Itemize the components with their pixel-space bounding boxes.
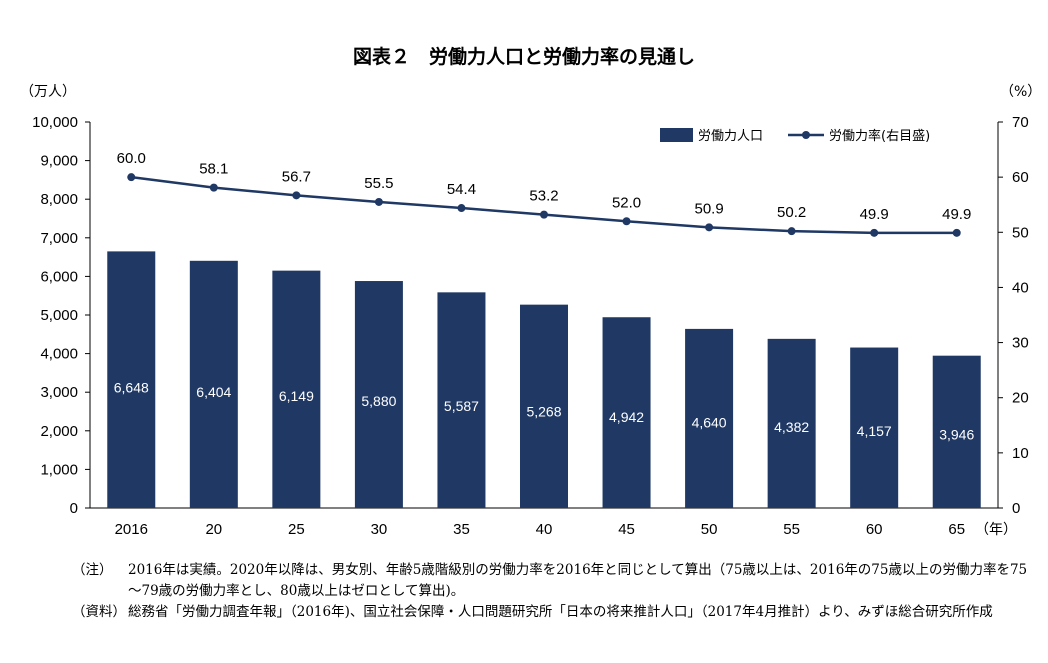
bar-value-label: 6,648 bbox=[114, 380, 149, 396]
rate-value-label: 58.1 bbox=[199, 161, 228, 178]
left-tick-label: 6,000 bbox=[40, 268, 78, 285]
left-tick-label: 1,000 bbox=[40, 461, 78, 478]
rate-point bbox=[457, 204, 466, 213]
left-tick-label: 5,000 bbox=[40, 307, 78, 324]
bar-value-label: 5,880 bbox=[361, 393, 396, 409]
rate-point bbox=[952, 228, 961, 237]
right-tick-label: 70 bbox=[1012, 114, 1029, 131]
bar-value-label: 4,942 bbox=[609, 409, 644, 425]
x-tick-label: 25 bbox=[288, 521, 305, 538]
note-row: （注） 2016年は実績。2020年以降は、男女別、年齢5歳階級別の労働力率を2… bbox=[72, 560, 1032, 602]
rate-value-label: 50.2 bbox=[777, 204, 806, 221]
rate-value-label: 60.0 bbox=[117, 150, 146, 167]
right-tick-label: 10 bbox=[1012, 445, 1029, 462]
x-axis-unit: （年） bbox=[975, 522, 1017, 538]
bar-value-label: 5,268 bbox=[526, 403, 561, 419]
x-tick-label: 55 bbox=[783, 521, 800, 538]
x-tick-label: 2016 bbox=[115, 521, 148, 538]
note-tag: （注） bbox=[72, 562, 113, 578]
bar-value-label: 4,640 bbox=[692, 414, 727, 430]
rate-point bbox=[374, 197, 383, 206]
rate-point bbox=[870, 228, 879, 237]
x-tick-label: 35 bbox=[453, 521, 470, 538]
bar-value-label: 4,157 bbox=[857, 423, 892, 439]
rate-point bbox=[622, 217, 631, 226]
source-tag: （資料） bbox=[72, 604, 126, 620]
rate-point bbox=[292, 191, 301, 200]
right-tick-label: 20 bbox=[1012, 390, 1029, 407]
x-tick-label: 45 bbox=[618, 521, 635, 538]
source-row: （資料） 総務省「労働力調査年報」（2016年)、国立社会保障・人口問題研究所「… bbox=[72, 602, 1032, 623]
bar bbox=[932, 355, 981, 508]
chart: 図表２ 労働力人口と労働力率の見通し （万人） （%） 0 1,000 2,000 3… bbox=[20, 45, 1041, 538]
x-tick-label: 60 bbox=[866, 521, 883, 538]
source-text: 総務省「労働力調査年報」（2016年)、国立社会保障・人口問題研究所「日本の将来… bbox=[128, 604, 993, 620]
bar bbox=[767, 338, 816, 508]
bar-value-label: 6,404 bbox=[196, 384, 231, 400]
right-tick-label: 60 bbox=[1012, 169, 1029, 186]
rate-point bbox=[209, 183, 218, 192]
bar bbox=[272, 270, 321, 508]
left-tick-label: 9,000 bbox=[40, 153, 78, 170]
rate-line bbox=[131, 175, 957, 235]
left-axis-unit: （万人） bbox=[20, 84, 76, 100]
rate-point bbox=[540, 210, 548, 219]
bar-value-label: 6,149 bbox=[279, 388, 314, 404]
note-text: 2016年は実績。2020年以降は、男女別、年齢5歳階級別の労働力率を2016年… bbox=[128, 562, 1028, 599]
rate-value-label: 56.7 bbox=[282, 168, 311, 185]
bar bbox=[189, 260, 238, 508]
left-tick-label: 3,000 bbox=[40, 384, 78, 401]
left-tick-label: 10,000 bbox=[32, 114, 78, 131]
bar bbox=[850, 347, 899, 508]
left-tick-label: 0 bbox=[70, 500, 78, 517]
chart-title: 図表２ 労働力人口と労働力率の見通し bbox=[353, 45, 695, 68]
bar-value-label: 4,382 bbox=[774, 419, 809, 435]
bar-value-label: 5,587 bbox=[444, 398, 479, 414]
legend-bar-label: 労働力人口 bbox=[698, 129, 763, 144]
x-tick-label: 30 bbox=[371, 521, 388, 538]
rate-value-label: 54.4 bbox=[447, 181, 476, 198]
x-tick-label: 20 bbox=[205, 521, 222, 538]
x-tick-label: 40 bbox=[536, 521, 553, 538]
rate-value-label: 52.0 bbox=[612, 194, 641, 211]
rate-value-label: 50.9 bbox=[694, 200, 723, 217]
rate-point bbox=[127, 173, 136, 182]
right-axis-unit: （%） bbox=[1000, 84, 1041, 100]
notes: （注） 2016年は実績。2020年以降は、男女別、年齢5歳階級別の労働力率を2… bbox=[72, 560, 1032, 623]
rate-point bbox=[705, 223, 714, 232]
left-tick-label: 2,000 bbox=[40, 423, 78, 440]
bar bbox=[437, 292, 486, 508]
legend-line-marker bbox=[802, 131, 810, 139]
x-tick-label: 65 bbox=[948, 521, 965, 538]
bar-series: 6,648 6,404 6,149 5,880 5,587 5,268 4,942 4,640… bbox=[107, 251, 981, 508]
line-series: 60.0 58.1 56.7 55.5 54.4 53.2 52.0 50.9 50.2 49.9… bbox=[117, 150, 971, 237]
rate-value-label: 49.9 bbox=[860, 206, 889, 223]
rate-value-label: 49.9 bbox=[942, 206, 971, 223]
bar bbox=[520, 304, 568, 508]
axes: 0 1,000 2,000 3,000 4,000 5,000 6,000 7,000 8,00… bbox=[32, 114, 1029, 538]
bar bbox=[107, 251, 156, 508]
rate-point bbox=[787, 227, 796, 236]
rate-value-label: 55.5 bbox=[364, 175, 393, 192]
bar bbox=[354, 281, 403, 508]
right-tick-label: 50 bbox=[1012, 224, 1029, 241]
left-tick-label: 4,000 bbox=[40, 346, 78, 363]
legend-bar-swatch bbox=[660, 128, 693, 142]
right-tick-label: 0 bbox=[1012, 500, 1020, 517]
right-tick-label: 30 bbox=[1012, 335, 1029, 352]
right-tick-label: 40 bbox=[1012, 279, 1029, 296]
x-tick-label: 50 bbox=[701, 521, 718, 538]
bar-value-label: 3,946 bbox=[939, 426, 974, 442]
bar bbox=[602, 317, 651, 508]
rate-value-label: 53.2 bbox=[529, 188, 558, 205]
left-tick-label: 7,000 bbox=[40, 230, 78, 247]
legend: 労働力人口 労働力率(右目盛) bbox=[660, 128, 930, 144]
bar bbox=[685, 328, 734, 508]
legend-line-label: 労働力率(右目盛) bbox=[829, 128, 930, 144]
left-tick-label: 8,000 bbox=[40, 191, 78, 208]
